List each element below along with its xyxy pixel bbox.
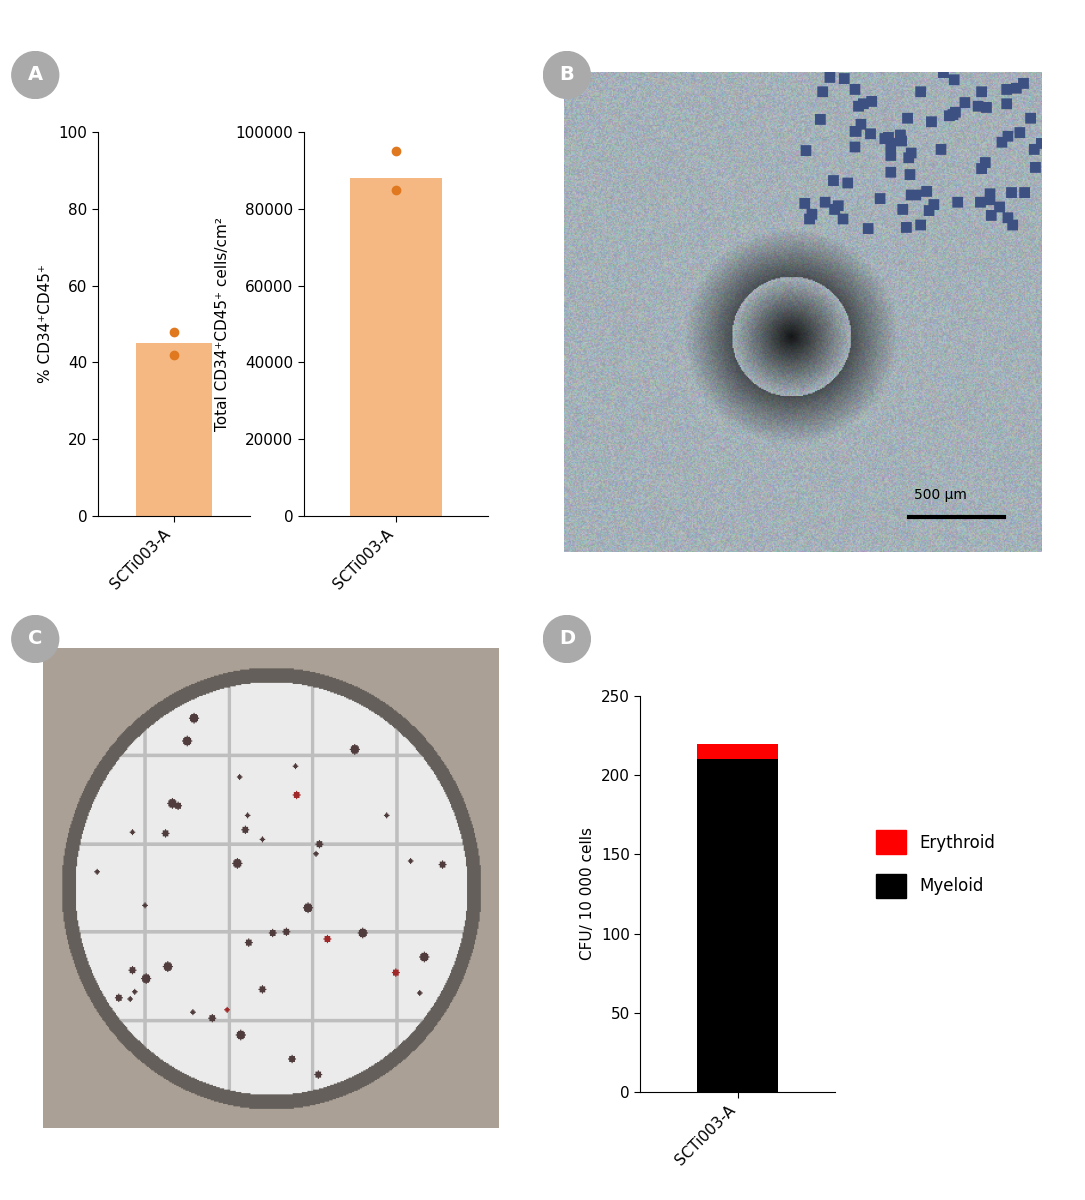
Text: C: C [28, 630, 42, 648]
Bar [349, 178, 443, 516]
Y-axis label: CFU/ 10 000 cells: CFU/ 10 000 cells [580, 828, 596, 960]
Text: B: B [560, 66, 574, 84]
Text: A: A [28, 66, 42, 84]
Circle shape [12, 616, 59, 662]
Bar [136, 343, 212, 516]
Circle shape [544, 52, 590, 98]
Y-axis label: Total CD34⁺CD45⁺ cells/cm²: Total CD34⁺CD45⁺ cells/cm² [215, 217, 230, 431]
Y-axis label: % CD34⁺CD45⁺: % CD34⁺CD45⁺ [38, 264, 53, 384]
Text: D: D [559, 630, 575, 648]
Text: 500 μm: 500 μm [915, 487, 968, 502]
Bar [697, 760, 778, 1092]
Bar [697, 744, 778, 760]
Circle shape [544, 616, 590, 662]
Legend: Erythroid, Myeloid: Erythroid, Myeloid [877, 830, 996, 898]
Circle shape [12, 52, 59, 98]
